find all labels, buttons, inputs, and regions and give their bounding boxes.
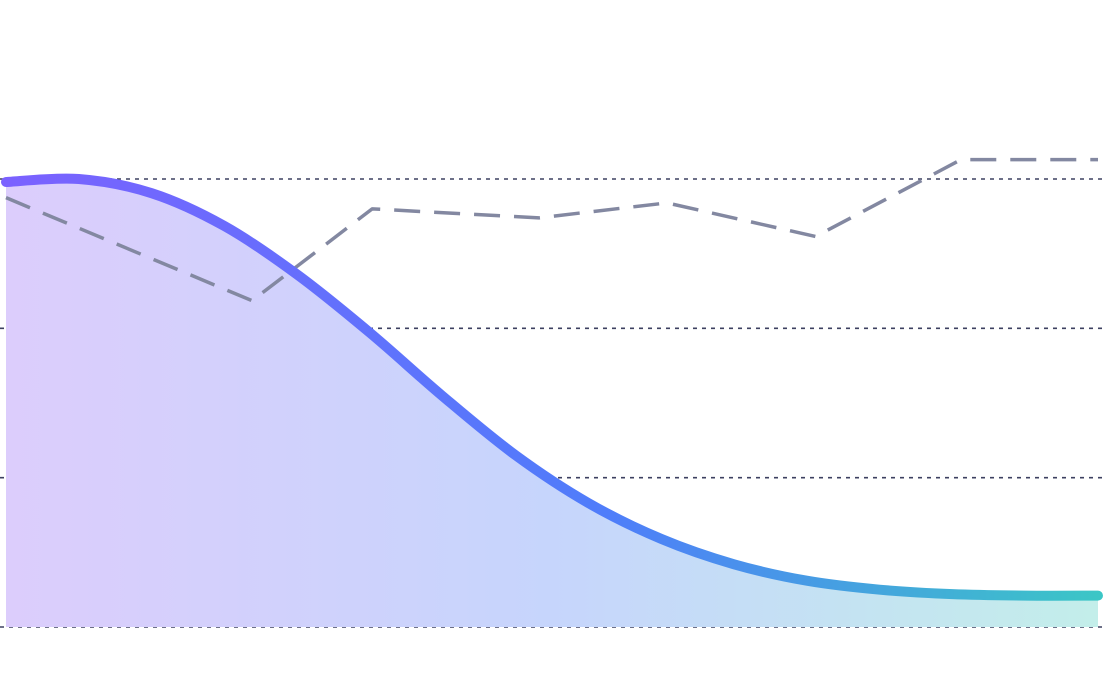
line-series-layer <box>1 173 1103 601</box>
dashed-series-line <box>5 157 1098 303</box>
area-fill <box>6 178 1098 627</box>
area-layer <box>6 178 1098 627</box>
dashed-series-layer <box>5 157 1098 303</box>
area-series-line <box>1 173 1103 601</box>
